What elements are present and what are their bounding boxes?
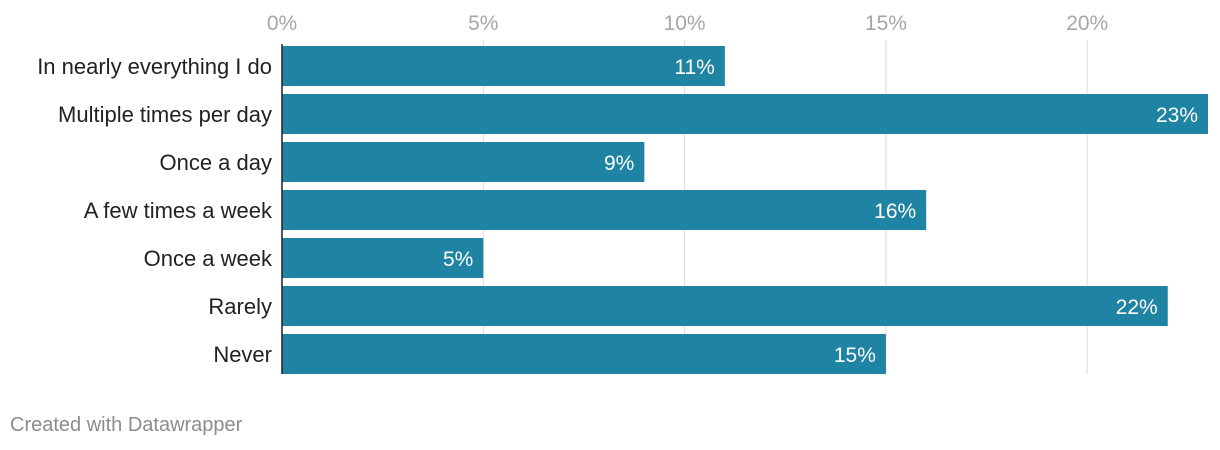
bar[interactable] [282,142,645,182]
category-label: Once a week [144,246,273,271]
value-label: 23% [1156,104,1198,127]
bar[interactable] [282,334,886,374]
bar[interactable] [282,46,725,86]
category-label: Multiple times per day [58,102,272,127]
value-label: 22% [1116,296,1158,319]
x-tick-label: 10% [664,12,706,35]
x-tick-label: 0% [267,12,297,35]
value-label: 11% [674,56,714,79]
x-tick-label: 15% [865,12,907,35]
x-tick-label: 20% [1066,12,1108,35]
bar-chart: 0% 5% 10% 15% 20% In nearly everything I do M… [37,12,1208,374]
value-label: 15% [834,344,876,367]
category-label: Once a day [159,150,272,175]
value-label: 16% [874,200,916,223]
bar[interactable] [282,190,927,230]
value-label: 9% [604,152,634,175]
category-label: Rarely [208,294,272,319]
x-tick-label: 5% [468,12,498,35]
category-labels: In nearly everything I do Multiple times … [37,54,273,367]
value-labels: 11% 23% 9% 16% 5% 22% 15% [443,56,1198,367]
bars [282,46,1208,374]
category-label: A few times a week [84,198,273,223]
footer-credit[interactable]: Created with Datawrapper [10,414,243,436]
bar[interactable] [282,94,1208,134]
bar[interactable] [282,286,1168,326]
value-label: 5% [443,248,473,271]
bar[interactable] [282,238,484,278]
x-axis-ticks: 0% 5% 10% 15% 20% [267,12,1108,35]
category-label: Never [213,342,272,367]
category-label: In nearly everything I do [37,54,272,79]
